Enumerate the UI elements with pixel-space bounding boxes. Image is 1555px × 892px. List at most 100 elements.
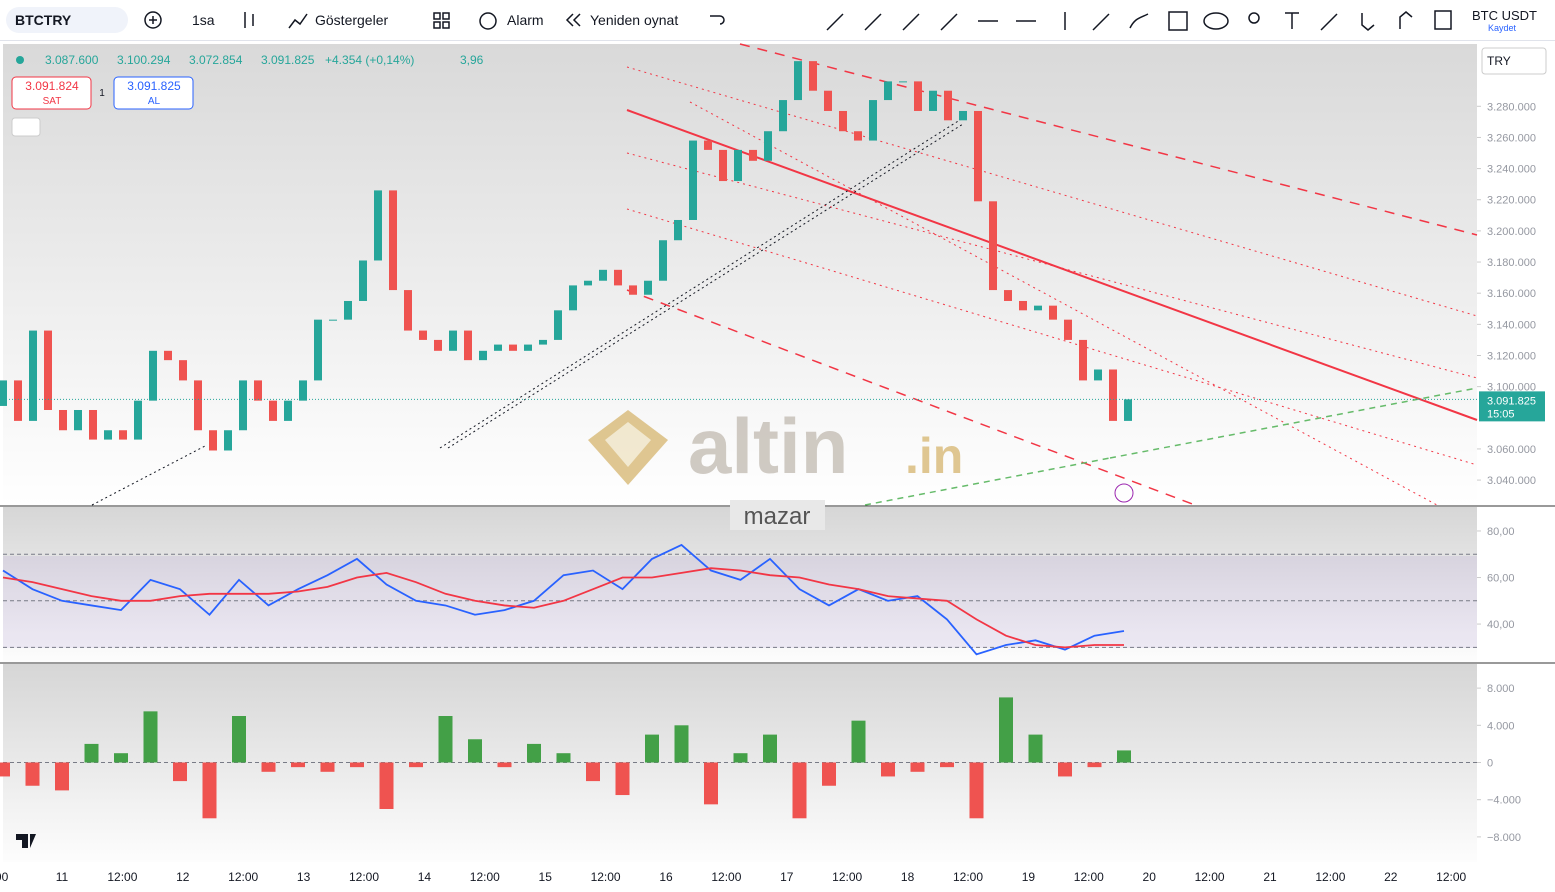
buy-button[interactable] (113, 76, 194, 110)
event-icon[interactable] (1114, 483, 1134, 503)
candle (719, 149, 727, 182)
x-tick-label: 20 (1143, 870, 1157, 884)
histogram-bar (143, 711, 158, 763)
y-tick-label: 3.280.000 (1487, 101, 1536, 113)
candle (869, 100, 877, 141)
x-tick-label: 12 (176, 870, 190, 884)
alarm[interactable]: Alarm (507, 12, 544, 28)
candle (359, 260, 367, 301)
overlay-box (730, 500, 825, 530)
replay[interactable]: Yeniden oynat (590, 12, 679, 28)
candle (119, 430, 127, 440)
toolbar: BTCTRY 1sa Göstergeler Alarm Yeniden oyn… (0, 0, 1555, 41)
candle (659, 240, 667, 281)
x-tick-label: 16 (659, 870, 673, 884)
histogram-bar (763, 734, 777, 763)
candle (434, 339, 442, 351)
histogram-bar (350, 762, 364, 768)
histogram-bar (468, 739, 482, 763)
x-tick-label: 21 (1263, 870, 1277, 884)
candle (944, 90, 952, 121)
indicator-line (2, 567, 1124, 649)
x-tick-label: 14 (418, 870, 432, 884)
currency[interactable]: TRY (1487, 54, 1511, 68)
indicators[interactable]: Göstergeler (315, 12, 389, 28)
chart: altin .in mazar 3.087.600 3.100.294 3.07… (0, 43, 1555, 884)
y-tick-label: 80,00 (1487, 526, 1515, 538)
candle (44, 330, 52, 410)
price-tag-value: 3.091.825 (1487, 395, 1536, 407)
y-tick-label: −4.000 (1487, 795, 1521, 807)
buy-price[interactable]: 3.091.825 (127, 79, 181, 93)
histogram-bar (881, 762, 895, 777)
buy-label[interactable]: AL (148, 96, 161, 107)
candle (14, 380, 22, 421)
candle (554, 310, 562, 340)
candle (209, 430, 217, 451)
candle (29, 330, 37, 421)
sell-label[interactable]: SAT (43, 96, 62, 107)
candle (674, 219, 682, 241)
x-tick-label: 13 (297, 870, 311, 884)
candle (929, 90, 937, 111)
candle (59, 409, 67, 431)
histogram-bar (55, 762, 69, 791)
y-tick-label: 3.200.000 (1487, 226, 1536, 238)
symbol-box[interactable] (6, 7, 128, 33)
histogram-bar (173, 762, 187, 782)
pair[interactable]: BTC USDT (1472, 8, 1537, 23)
candle (764, 131, 772, 161)
x-tick-label: 12:00 (832, 870, 862, 884)
price-pane (3, 44, 1477, 505)
channel-line (626, 152, 1478, 379)
candle (989, 201, 997, 291)
sell-price[interactable]: 3.091.824 (25, 79, 79, 93)
price-tag-countdown: 15:05 (1487, 408, 1515, 420)
collapse-button[interactable] (11, 117, 41, 137)
candle (374, 190, 382, 261)
candle (344, 300, 352, 320)
candle (284, 400, 292, 421)
trendline (91, 445, 206, 506)
histogram-bar (822, 762, 836, 786)
drawings (91, 43, 1478, 506)
candle (779, 100, 787, 132)
x-tick-label: 12:00 (107, 870, 137, 884)
candle (1094, 369, 1102, 381)
channel-dashed (739, 43, 1478, 236)
y-tick-label: 3.060.000 (1487, 444, 1536, 456)
volume: 3,96 (460, 53, 484, 67)
y-tick-label: 4.000 (1487, 720, 1515, 732)
candle (539, 339, 547, 345)
y-tick-label: 3.180.000 (1487, 257, 1536, 269)
candle (389, 190, 397, 291)
y-tick-label: 40,00 (1487, 619, 1515, 631)
sell-button[interactable] (11, 76, 92, 110)
histogram-bar (261, 762, 276, 772)
x-tick-label: 11 (56, 870, 69, 884)
y-tick-label: 3.240.000 (1487, 164, 1536, 176)
x-tick-label: 12:00 (1195, 870, 1225, 884)
trendline (439, 117, 964, 449)
currency-select[interactable] (1481, 47, 1547, 75)
histogram-bar (586, 762, 600, 782)
interval[interactable]: 1sa (192, 12, 215, 28)
candle (644, 280, 652, 295)
x-tick-label: 15 (539, 870, 553, 884)
candle (239, 380, 247, 431)
x-tick-label: 12:00 (1315, 870, 1345, 884)
candle (164, 350, 172, 361)
candle (734, 149, 742, 182)
candle (884, 81, 892, 101)
x-tick-label: 12:00 (953, 870, 983, 884)
candle (524, 344, 532, 351)
x-tick-label: 12:00 (228, 870, 258, 884)
symbol[interactable]: BTCTRY (15, 12, 72, 28)
channel-line (626, 208, 1478, 466)
candle (809, 61, 817, 91)
histogram-bar (940, 762, 954, 768)
y-tick-label: 8.000 (1487, 683, 1515, 695)
save[interactable]: Kaydet (1488, 23, 1517, 33)
candle (1049, 305, 1057, 320)
x-tick-label: 00 (0, 870, 9, 884)
